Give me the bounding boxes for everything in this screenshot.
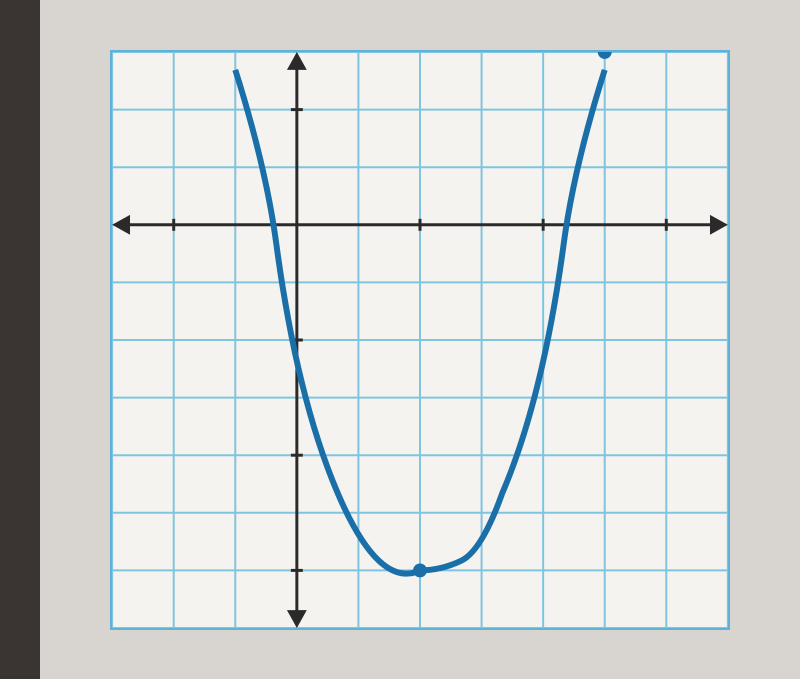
coordinate-chart — [110, 50, 730, 630]
dark-left-strip — [0, 0, 40, 679]
chart-svg — [112, 52, 728, 628]
x-axis-arrow-left — [112, 214, 130, 234]
y-axis-arrow-up — [287, 52, 307, 70]
vertex-point — [413, 563, 427, 577]
point-5-3 — [598, 52, 612, 59]
x-axis-arrow-right — [710, 214, 728, 234]
y-axis-arrow-down — [287, 610, 307, 628]
